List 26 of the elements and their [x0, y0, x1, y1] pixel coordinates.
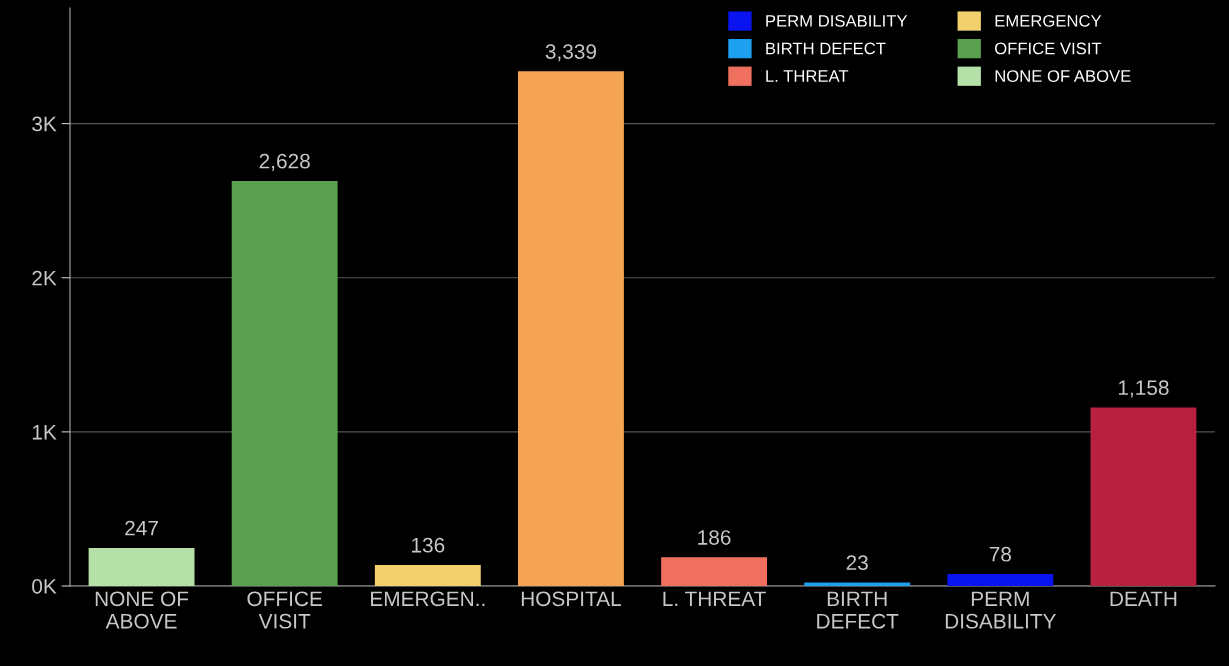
data-label: 136: [412, 537, 445, 553]
x-tick-label: OFFICE VISIT: [247, 591, 322, 629]
data-label: 3,339: [545, 44, 597, 62]
x-tick-label: L. THREAT: [663, 591, 766, 606]
data-label: 1,158: [1118, 380, 1169, 398]
data-label: 23: [846, 555, 868, 570]
data-label: 78: [989, 546, 1011, 562]
x-tick-label: DEATH: [1110, 591, 1177, 606]
x-tick-label: PERM DISABILITY: [945, 591, 1057, 629]
legend-label: EMERGENCY: [995, 14, 1102, 27]
y-tick-label: 3K: [32, 116, 57, 132]
legend-label: NONE OF ABOVE: [995, 70, 1131, 82]
legend-label: OFFICE VISIT: [995, 42, 1102, 55]
y-tick-label: 1K: [32, 425, 57, 440]
data-label: 2,628: [259, 153, 310, 171]
y-tick-label: 0K: [32, 579, 57, 594]
x-tick-label: HOSPITAL: [521, 591, 621, 607]
data-label: 186: [698, 530, 731, 545]
x-tick-label: NONE OF ABOVE: [95, 591, 189, 629]
y-tick-label: 2K: [32, 270, 57, 286]
x-tick-label: EMERGEN..: [371, 591, 485, 607]
data-label: 247: [125, 520, 158, 536]
legend-label: L. THREAT: [766, 70, 849, 82]
legend-label: BIRTH DEFECT: [766, 42, 886, 55]
legend-label: PERM DISABILITY: [766, 14, 908, 27]
x-tick-label: BIRTH DEFECT: [817, 591, 899, 629]
